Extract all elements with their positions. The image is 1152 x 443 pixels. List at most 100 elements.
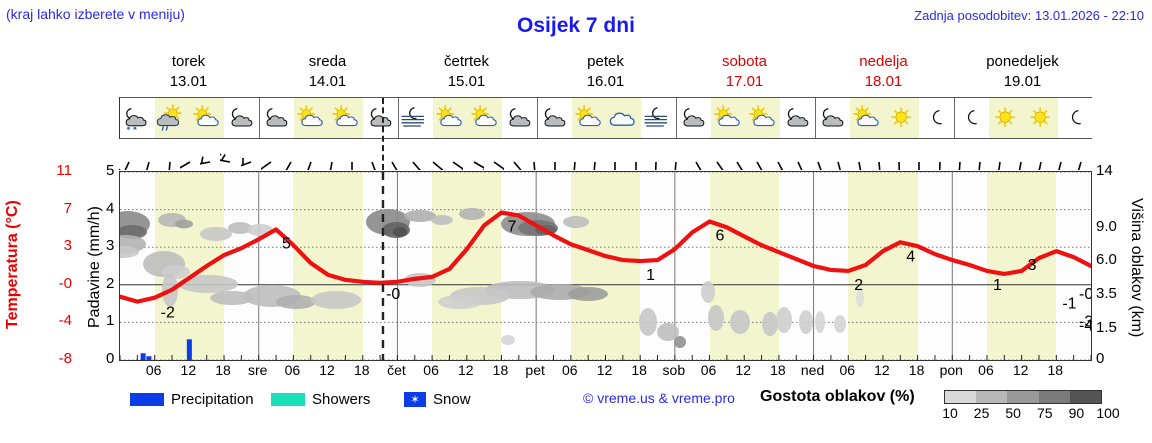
colorbar-segment — [945, 391, 977, 403]
wind-barb — [232, 140, 261, 170]
wind-barb — [909, 140, 929, 181]
day-header-torek: torek 13.01 — [119, 52, 258, 96]
cloud-density-blob — [730, 310, 750, 334]
cloud-density-blob — [776, 307, 792, 333]
wind-barb — [138, 140, 159, 181]
day-header-sobota: sobota 17.01 — [675, 52, 814, 96]
cloud-density-blob — [856, 289, 864, 307]
cloud-density-blob — [228, 222, 252, 234]
wind-barb — [788, 140, 808, 180]
colorbar-segment — [1007, 391, 1039, 403]
x-axis-label: 12 — [180, 362, 197, 378]
colorbar-tick: 50 — [1005, 405, 1021, 421]
day-name: sreda — [308, 53, 347, 70]
temperature-point-label: 4 — [906, 248, 915, 265]
precipitation-tick: 0 — [106, 350, 115, 367]
moon-cloud-icon — [224, 98, 259, 138]
precipitation-bar — [186, 339, 192, 360]
temperature-tick: -8 — [58, 350, 72, 367]
daylight-band — [570, 172, 641, 360]
wind-barb-row — [116, 140, 1092, 181]
temperature-point-label: -2 — [161, 305, 175, 322]
moon-fog-icon — [398, 98, 433, 138]
forecast-plot: -2 5 -0 7 1 6 2 4 1 3 -1-3 -0 -4 — [119, 171, 1092, 361]
cloud-height-tick: 3.5 — [1096, 285, 1117, 303]
cloud-height-tick: 14 — [1096, 162, 1113, 179]
colorbar-tick: 25 — [973, 405, 990, 421]
cloud-density-blob — [276, 295, 316, 309]
copyright-text[interactable]: © vreme.us & vreme.pro — [583, 390, 735, 406]
x-axis-label: 18 — [908, 362, 925, 378]
wind-barb — [403, 140, 425, 179]
legend-showers: Showers — [271, 391, 370, 408]
sun-cloud-icon — [849, 98, 885, 138]
sun-cloud-icon — [189, 98, 225, 138]
cloud-density-blob — [563, 216, 589, 228]
wind-barb — [950, 140, 970, 181]
wind-barb — [727, 140, 748, 180]
sun-cloud-icon — [432, 98, 468, 138]
x-axis-label: 18 — [492, 362, 509, 378]
wind-barb — [362, 140, 382, 180]
moon-fog-icon — [641, 98, 676, 138]
wind-barb — [990, 140, 1010, 181]
x-axis-label: 18 — [631, 362, 647, 378]
temperature-point-label: -0 — [1079, 286, 1091, 303]
day-header-row: torek 13.01 sreda 14.01 četrtek 15.01 petek 16.… — [119, 52, 1092, 96]
precipitation-tick: 4 — [106, 199, 115, 217]
wind-barb — [707, 140, 728, 180]
wind-barb — [545, 140, 565, 181]
x-axis-label: 06 — [284, 362, 301, 378]
wind-barb — [443, 140, 469, 177]
temperature-point-label: 3 — [1028, 257, 1037, 274]
wind-barb — [666, 140, 686, 181]
temperature-tick: -0 — [58, 274, 72, 292]
cloud-density-blob — [120, 246, 139, 258]
wind-barb — [484, 140, 509, 177]
cloud-height-axis-title: Višina oblakov (km) — [1128, 197, 1145, 338]
legend-snow-label: Snow — [433, 391, 471, 408]
moon-cloud-icon — [363, 98, 398, 138]
x-axis-label: 12 — [319, 362, 335, 378]
temperature-point-label: -0 — [386, 286, 400, 303]
precipitation-bar — [146, 356, 152, 360]
daylight-band — [986, 172, 1057, 360]
legend-row: Precipitation Showers ✶ Snow — [0, 385, 1152, 425]
wind-barb — [1050, 140, 1071, 181]
precipitation-tick: 5 — [106, 162, 115, 179]
cloud-density-blob — [438, 295, 482, 309]
precipitation-axis-title: Padavine (mm/h) — [86, 206, 103, 329]
x-axis-label: 06 — [978, 362, 994, 378]
temperature-point-label: 2 — [854, 277, 863, 294]
wind-barb — [464, 140, 490, 176]
cloud-height-tick: 0 — [1096, 350, 1105, 367]
wind-barb — [1030, 140, 1051, 181]
x-axis-label: pon — [939, 362, 963, 378]
page-title: Osijek 7 dni — [517, 14, 635, 37]
temperature-point-label: 6 — [716, 227, 725, 244]
svg-text:✷: ✷ — [133, 124, 139, 132]
temperature-point-label: 1 — [993, 277, 1002, 294]
x-axis-label: ned — [800, 362, 825, 378]
current-time-marker-top — [381, 98, 384, 170]
precipitation-tick: 1 — [106, 312, 115, 330]
wind-barb — [172, 140, 200, 172]
wind-barb — [768, 140, 788, 180]
x-axis-label: 18 — [1047, 362, 1064, 378]
temperature-point-label: 7 — [507, 219, 516, 236]
day-date: 18.01 — [864, 73, 903, 90]
cloud-density-blob — [459, 208, 485, 220]
temperature-point-label: -4 — [1079, 317, 1091, 334]
day-name: ponedeljek — [986, 53, 1059, 70]
cloud-height-tick: 9.0 — [1096, 218, 1117, 236]
sun-icon — [884, 98, 920, 138]
wind-barb — [382, 140, 403, 180]
colorbar-tick: 10 — [942, 405, 958, 421]
cloud-density-blob — [404, 210, 436, 222]
cloud-height-tick: 6.0 — [1096, 251, 1117, 269]
daylight-band — [293, 172, 363, 360]
legend-snow: ✶ Snow — [404, 391, 471, 408]
wind-barb — [605, 140, 625, 181]
cloud-density-blob — [639, 308, 657, 336]
moon-cloud-icon — [815, 98, 850, 138]
